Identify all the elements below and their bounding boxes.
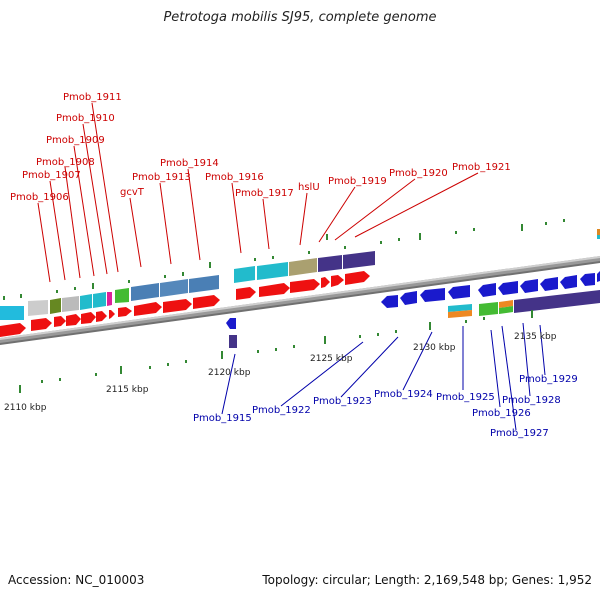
domain-row-top — [0, 229, 600, 320]
gene-label-pmob-1917: Pmob_1917 — [235, 188, 294, 199]
scale-label-2135-kbp: 2135 kbp — [514, 332, 557, 342]
domain-row-bottom — [229, 290, 600, 348]
gene-label-pmob-1915: Pmob_1915 — [193, 413, 252, 424]
gene-label-pmob-1927: Pmob_1927 — [490, 428, 549, 439]
gene-label-pmob-1908: Pmob_1908 — [36, 157, 95, 168]
gene-label-pmob-1919: Pmob_1919 — [328, 176, 387, 187]
scale-label-2115-kbp: 2115 kbp — [106, 385, 149, 395]
scale-label-2110-kbp: 2110 kbp — [4, 403, 47, 413]
gene-label-pmob-1907: Pmob_1907 — [22, 170, 81, 181]
scale-ticks — [3, 219, 565, 393]
gene-label-gcvt: gcvT — [120, 187, 144, 198]
scale-label-2125-kbp: 2125 kbp — [310, 354, 353, 364]
gene-label-pmob-1928: Pmob_1928 — [502, 395, 561, 406]
forward-leader-lines — [37, 102, 479, 283]
gene-label-pmob-1926: Pmob_1926 — [472, 408, 531, 419]
map-title: Petrotoga mobilis SJ95, complete genome — [163, 10, 437, 25]
gene-label-pmob-1925: Pmob_1925 — [436, 392, 495, 403]
gene-label-pmob-1906: Pmob_1906 — [10, 192, 69, 203]
gene-label-pmob-1910: Pmob_1910 — [56, 113, 115, 124]
gene-label-pmob-1924: Pmob_1924 — [374, 389, 433, 400]
gene-label-pmob-1916: Pmob_1916 — [205, 172, 264, 183]
gene-label-pmob-1929: Pmob_1929 — [519, 374, 578, 385]
reverse-leader-lines — [221, 322, 546, 431]
gene-label-pmob-1914: Pmob_1914 — [160, 158, 219, 169]
genome-summary: Topology: circular; Length: 2,169,548 bp… — [262, 573, 592, 587]
reverse-strand-genes — [226, 271, 600, 329]
gene-label-pmob-1920: Pmob_1920 — [389, 168, 448, 179]
accession-label: Accession: NC_010003 — [8, 573, 145, 587]
gene-label-pmob-1923: Pmob_1923 — [313, 396, 372, 407]
forward-strand-genes — [0, 271, 370, 337]
gene-label-pmob-1913: Pmob_1913 — [132, 172, 191, 183]
gene-label-pmob-1911: Pmob_1911 — [63, 92, 122, 103]
gene-label-pmob-1909: Pmob_1909 — [46, 135, 105, 146]
scale-label-2130-kbp: 2130 kbp — [413, 343, 456, 353]
gene-label-hslu: hslU — [298, 182, 320, 193]
scale-label-2120-kbp: 2120 kbp — [208, 368, 251, 378]
gene-label-pmob-1922: Pmob_1922 — [252, 405, 311, 416]
gene-label-pmob-1921: Pmob_1921 — [452, 162, 511, 173]
